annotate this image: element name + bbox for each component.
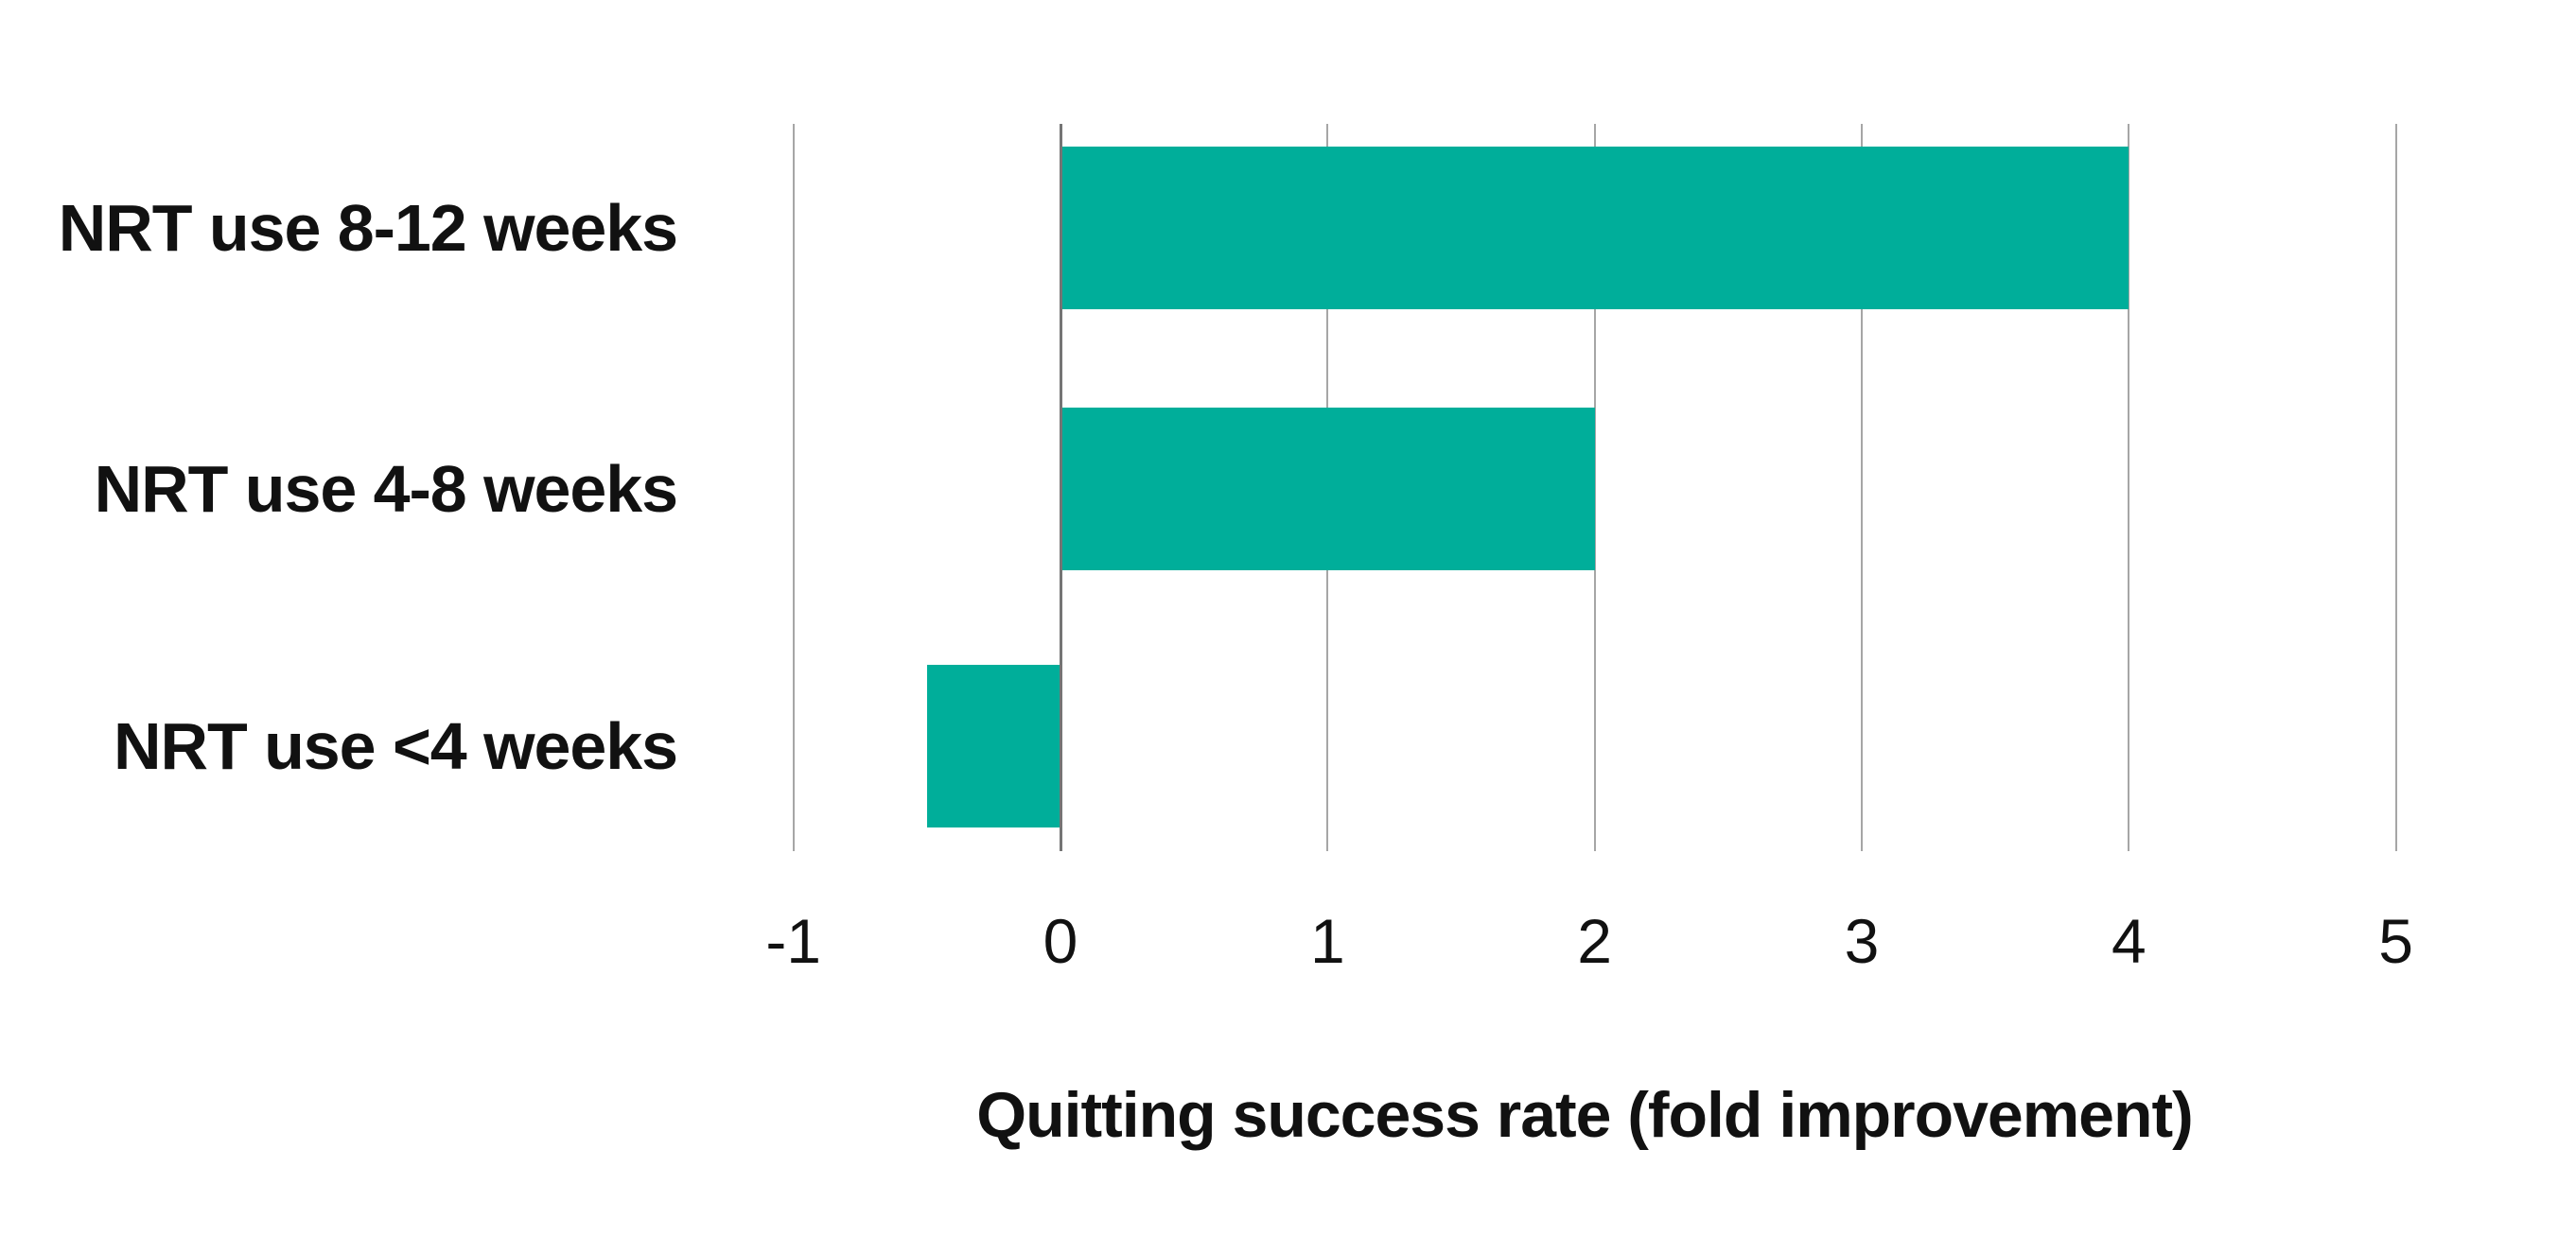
gridline xyxy=(1593,124,1596,851)
zero-axis-line xyxy=(1059,124,1062,851)
x-tick-label: 3 xyxy=(1844,906,1880,976)
gridline xyxy=(2394,124,2397,851)
bar xyxy=(1060,408,1595,570)
x-tick-label: 4 xyxy=(2111,906,2147,976)
bar xyxy=(1060,147,2129,309)
x-tick-label: 1 xyxy=(1309,906,1345,976)
x-tick-label: 2 xyxy=(1577,906,1613,976)
x-tick-label: 0 xyxy=(1043,906,1078,976)
x-tick-label: -1 xyxy=(765,906,821,976)
gridline xyxy=(2128,124,2130,851)
category-label: NRT use <4 weeks xyxy=(113,709,678,783)
category-label: NRT use 4-8 weeks xyxy=(94,452,678,526)
x-axis-title: Quitting success rate (fold improvement) xyxy=(976,1079,2193,1151)
bar xyxy=(926,665,1060,827)
gridline xyxy=(1860,124,1863,851)
gridline xyxy=(792,124,795,851)
x-tick-label: 5 xyxy=(2378,906,2413,976)
category-label: NRT use 8-12 weeks xyxy=(58,191,678,265)
